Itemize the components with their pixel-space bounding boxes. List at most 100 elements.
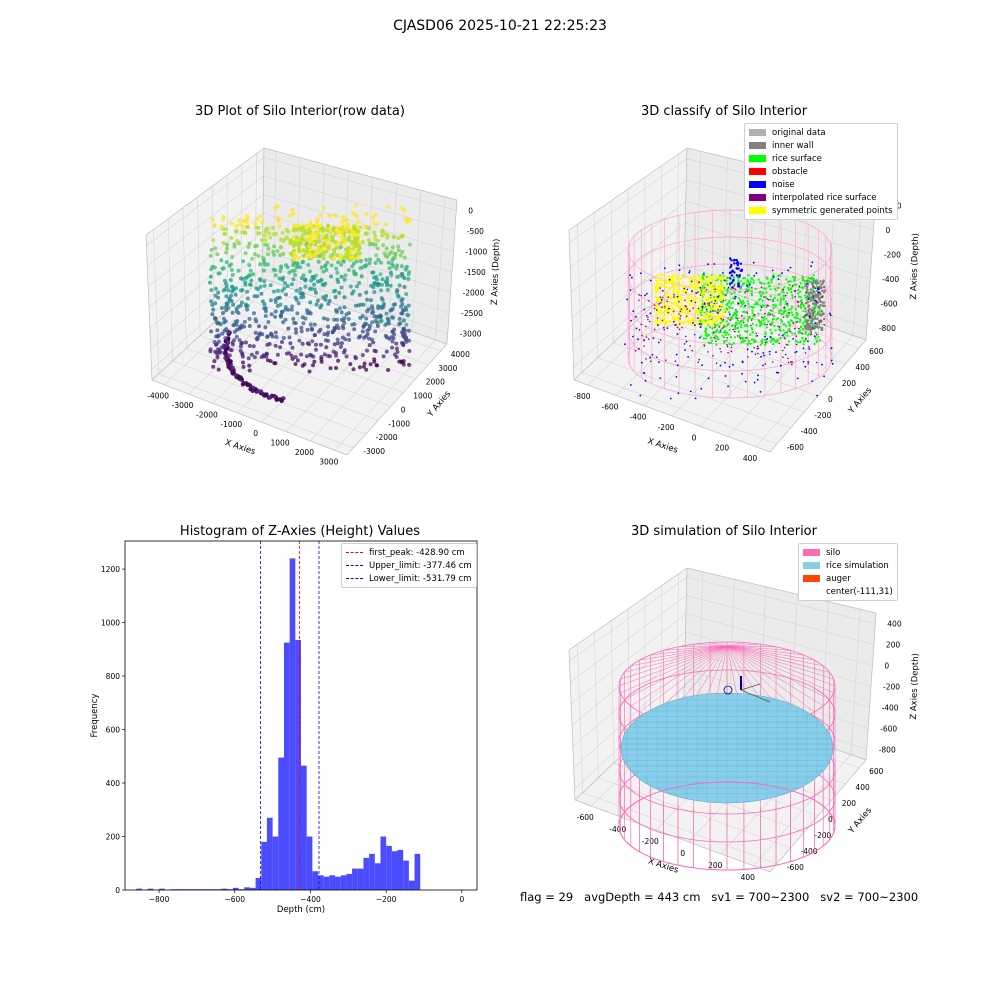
data-point [332, 317, 337, 322]
rice-surface-point [782, 297, 785, 300]
symmetric-point [696, 286, 700, 289]
interpolated-point [732, 328, 734, 331]
data-point [398, 321, 403, 326]
data-point [394, 266, 399, 271]
data-point [229, 348, 234, 353]
rice-surface-point [797, 295, 801, 298]
data-point [406, 277, 411, 281]
histogram-bar [352, 868, 358, 890]
interpolated-point [716, 311, 718, 313]
data-point [230, 365, 235, 371]
noise-point [781, 272, 783, 275]
data-point [278, 245, 283, 250]
data-point [406, 217, 411, 222]
noise-point [760, 306, 763, 309]
grid-line [186, 347, 379, 421]
symmetric-point [693, 285, 697, 288]
data-point [293, 240, 298, 245]
inner-wall-point [817, 296, 820, 299]
rice-surface-point [780, 320, 784, 323]
rice-surface-point [765, 326, 768, 329]
interpolated-point [789, 330, 791, 333]
interpolated-point [750, 324, 752, 327]
symmetric-point [719, 296, 722, 299]
noise-point [769, 336, 772, 338]
data-point [384, 222, 389, 227]
histogram-bar [261, 841, 267, 890]
noise-point [660, 298, 663, 301]
rice-surface-point [767, 320, 770, 323]
box-edge [568, 229, 575, 381]
data-point [286, 326, 291, 331]
symmetric-point [716, 286, 719, 290]
rice-surface-point [732, 301, 735, 304]
x-tick-label: −600 [224, 895, 245, 904]
rice-surface-point [818, 310, 821, 313]
data-point [246, 356, 251, 361]
interpolated-point [667, 311, 670, 314]
rice-surface-point [763, 338, 766, 342]
inner-wall-point [807, 305, 810, 308]
y-tick-label: 400 [106, 779, 121, 788]
data-point [350, 248, 355, 253]
data-point [390, 339, 395, 344]
y-tick-label: 400 [855, 363, 870, 372]
data-point [273, 309, 278, 314]
x-tick-label: -800 [573, 392, 590, 401]
data-point [363, 224, 368, 229]
inner-wall-point [804, 324, 808, 327]
data-point [220, 306, 224, 311]
interpolated-point [726, 337, 728, 339]
data-point [209, 247, 214, 252]
data-point [291, 316, 296, 321]
data-point [364, 263, 369, 268]
data-point [300, 237, 305, 242]
rice-surface-point [749, 280, 752, 284]
interpolated-point [820, 319, 822, 322]
y-tick-label: -200 [814, 411, 831, 420]
rice-surface-point [741, 310, 744, 313]
box-edge [573, 379, 771, 453]
symmetric-point [710, 313, 713, 317]
noise-point [709, 282, 712, 284]
data-point [396, 294, 401, 299]
legend-item-inner-wall: inner wall [749, 139, 893, 152]
interpolated-point [694, 301, 697, 304]
data-point [339, 285, 344, 290]
rice-surface-point [760, 323, 764, 326]
noise-point [772, 276, 775, 278]
noise-point [821, 363, 823, 366]
rice-surface-point [764, 332, 767, 336]
data-point [291, 211, 296, 216]
sv2-text: sv2 = 700~2300 [820, 890, 919, 904]
data-point [397, 317, 402, 321]
rice-surface-point [705, 331, 708, 334]
data-point [291, 243, 296, 248]
interpolated-point [638, 294, 640, 296]
rice-surface-point [727, 317, 730, 320]
silo-roof-rib [620, 645, 728, 680]
data-point [263, 306, 268, 311]
rice-surface-point [818, 308, 821, 311]
data-point [367, 326, 372, 331]
interpolated-point [796, 321, 798, 323]
symmetric-point [711, 276, 715, 280]
data-point [246, 245, 251, 249]
data-point [291, 277, 296, 282]
rice-surface-point [753, 303, 756, 306]
data-point [293, 321, 298, 326]
data-point [372, 281, 377, 286]
symmetric-point [723, 297, 726, 301]
rice-surface-point [769, 288, 772, 291]
interpolated-point [757, 352, 759, 355]
data-point [229, 299, 234, 304]
symmetric-point [684, 308, 687, 312]
interpolated-point [722, 327, 724, 329]
inner-wall-point [811, 283, 814, 286]
histogram-bar [244, 887, 250, 890]
data-point [314, 342, 318, 347]
interpolated-point [734, 288, 737, 291]
noise-point [629, 289, 632, 291]
grid-line [167, 218, 173, 361]
data-point [367, 343, 372, 348]
